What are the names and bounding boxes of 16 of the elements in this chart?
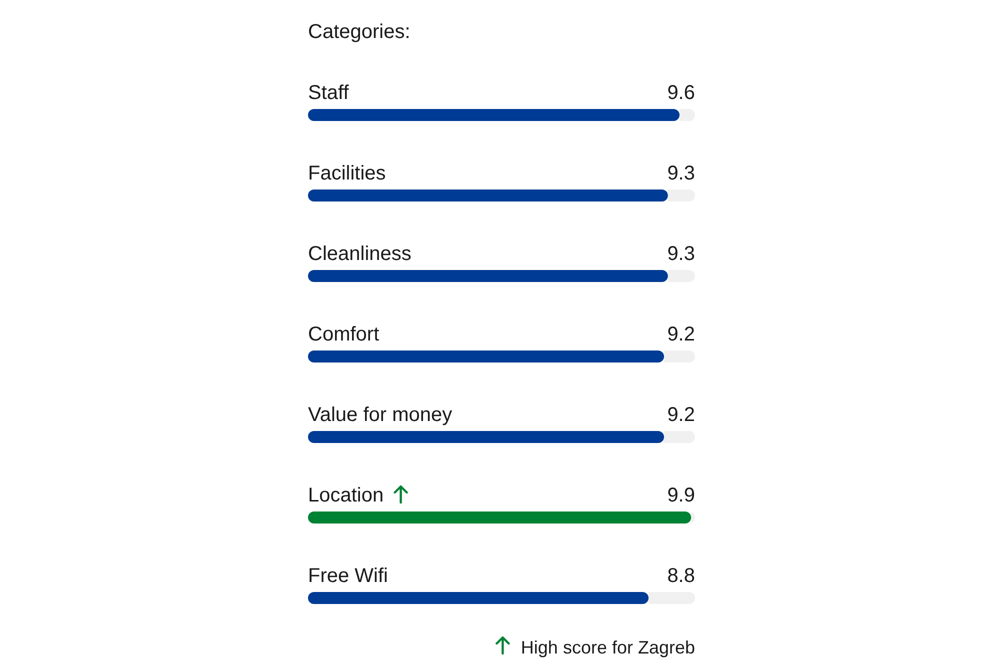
data-label: 9.3	[667, 243, 695, 265]
chart-title: Categories:	[308, 21, 410, 43]
y-tick-label: Cleanliness	[308, 243, 412, 265]
y-tick-label: Staff	[308, 82, 350, 104]
y-tick-label: Facilities	[308, 162, 386, 184]
data-label: 9.3	[667, 162, 695, 184]
y-tick-label: Location	[308, 484, 384, 506]
y-tick-label: Comfort	[308, 324, 380, 346]
y-tick-label: Value for money	[308, 404, 452, 426]
text: High score for Zagreb	[520, 638, 695, 658]
data-label: 9.9	[667, 484, 695, 506]
data-label: 9.2	[667, 404, 695, 426]
data-label: 9.2	[667, 324, 695, 346]
data-label: 9.6	[667, 82, 695, 104]
y-tick-label: Free Wifi	[308, 565, 388, 587]
data-label: 8.8	[667, 565, 695, 587]
